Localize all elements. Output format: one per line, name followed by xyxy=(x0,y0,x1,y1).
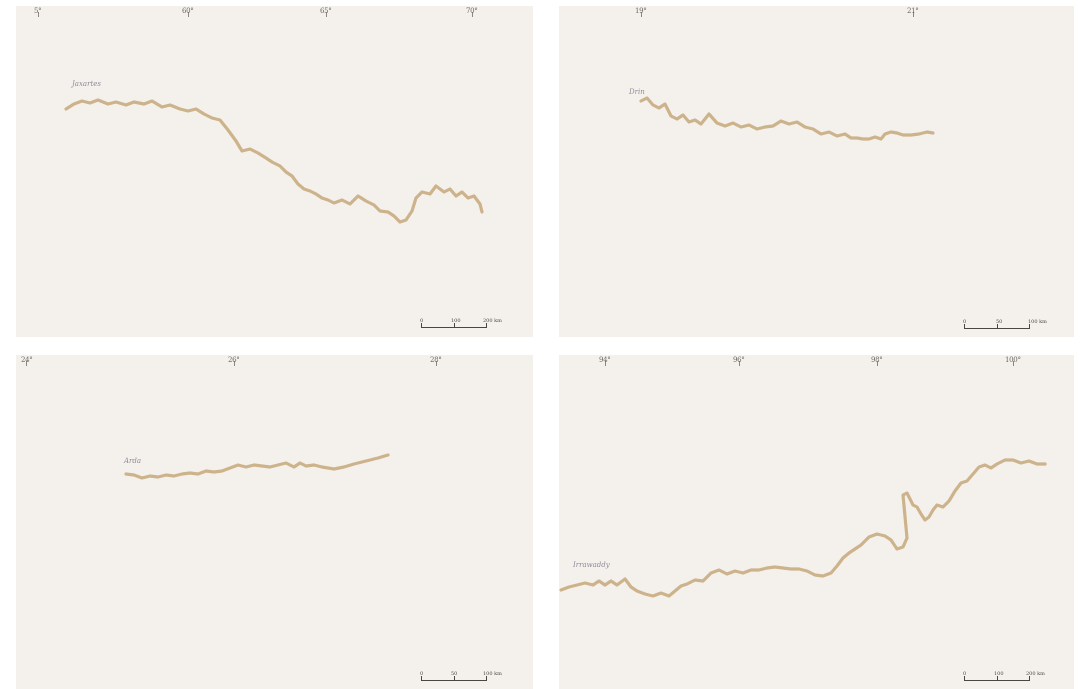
tick-label: 26° xyxy=(228,356,240,364)
tick-mark xyxy=(188,12,189,17)
tick-label: 24° xyxy=(21,356,33,364)
map-panel-top-right: 19° 21° Drin 0 50 100 km xyxy=(559,6,1074,337)
tick-mark xyxy=(877,361,878,366)
scale-bar: 0 100 200 km xyxy=(963,671,1045,686)
tick-mark xyxy=(436,361,437,366)
tick-mark xyxy=(605,361,606,366)
river-course-drin xyxy=(639,96,935,141)
scale-label-mid: 100 xyxy=(451,318,461,324)
river-course-jaxartes xyxy=(64,98,484,224)
tick-label: 5° xyxy=(34,7,42,15)
river-name-label: Jaxartes xyxy=(72,80,101,88)
map-panel-top-left: 5° 60° 65° 70° Jaxartes 0 100 200 km xyxy=(16,6,533,337)
tick-label: 60° xyxy=(182,7,194,15)
tick-label: 70° xyxy=(466,7,478,15)
river-name-label: Irrawaddy xyxy=(573,561,610,569)
tick-mark xyxy=(472,12,473,17)
tick-label: 19° xyxy=(635,7,647,15)
tick-label: 100° xyxy=(1005,356,1021,364)
map-panel-bottom-left: 24° 26° 28° Arda 0 50 100 km xyxy=(16,355,533,689)
tick-label: 21° xyxy=(907,7,919,15)
scale-label-mid: 50 xyxy=(996,319,1003,325)
tick-mark xyxy=(326,12,327,17)
river-course-irrawaddy xyxy=(559,458,1047,598)
scale-bar: 0 50 100 km xyxy=(963,319,1047,334)
scale-label-start: 0 xyxy=(963,319,967,325)
tick-mark xyxy=(739,361,740,366)
scale-label-end: 200 km xyxy=(1026,671,1045,677)
scale-bar: 0 100 200 km xyxy=(420,318,502,333)
scale-label-mid: 50 xyxy=(451,671,458,677)
tick-mark xyxy=(641,12,642,17)
tick-mark xyxy=(38,12,39,17)
scale-label-end: 100 km xyxy=(483,671,502,677)
tick-label: 96° xyxy=(733,356,745,364)
river-name-label: Drin xyxy=(629,88,645,96)
scale-label-end: 200 km xyxy=(483,318,502,324)
river-name-label: Arda xyxy=(124,457,142,465)
scale-label-start: 0 xyxy=(420,318,424,324)
tick-mark xyxy=(1013,361,1014,366)
tick-mark xyxy=(26,361,27,366)
tick-label: 94° xyxy=(599,356,611,364)
tick-mark xyxy=(234,361,235,366)
scale-label-end: 100 km xyxy=(1028,319,1047,325)
tick-label: 65° xyxy=(320,7,332,15)
river-course-arda xyxy=(124,453,390,480)
tick-mark xyxy=(913,12,914,17)
scale-label-start: 0 xyxy=(420,671,424,677)
map-panel-bottom-right: 94° 96° 98° 100° Irrawaddy 0 100 200 km xyxy=(559,355,1074,689)
scale-bar: 0 50 100 km xyxy=(420,671,502,686)
scale-label-start: 0 xyxy=(963,671,967,677)
scale-label-mid: 100 xyxy=(994,671,1004,677)
tick-label: 98° xyxy=(871,356,883,364)
tick-label: 28° xyxy=(430,356,442,364)
